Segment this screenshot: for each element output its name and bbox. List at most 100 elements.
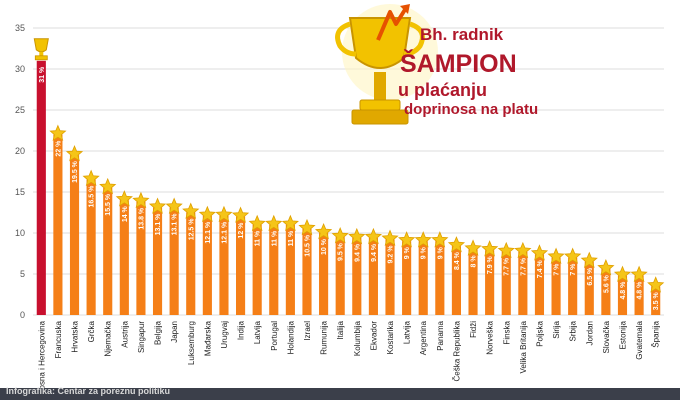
category-label: Slovačka xyxy=(602,320,611,353)
value-label: 12.1 % xyxy=(205,221,212,244)
bar xyxy=(534,254,545,315)
bar xyxy=(402,241,412,315)
star-icon xyxy=(248,214,266,232)
value-label: 31 % xyxy=(39,66,46,83)
bar xyxy=(335,237,345,315)
star-markers xyxy=(33,38,665,293)
y-tick-label: 5 xyxy=(20,269,25,279)
bar xyxy=(584,261,594,315)
value-label: 9 % xyxy=(404,246,411,259)
star-icon xyxy=(630,265,648,282)
value-label: 13.8 % xyxy=(138,207,145,230)
value-label: 16.5 % xyxy=(89,185,96,208)
star-icon xyxy=(514,241,532,259)
bar xyxy=(468,249,478,315)
star-icon xyxy=(49,124,67,141)
value-label: 6.5 % xyxy=(587,267,594,286)
title-line-4: doprinosa na platu xyxy=(404,101,538,118)
bar xyxy=(36,60,46,315)
star-icon xyxy=(447,236,466,253)
bar xyxy=(418,241,428,315)
star-icon xyxy=(298,218,316,236)
star-icon xyxy=(597,259,615,276)
value-label: 19.5 % xyxy=(72,160,79,183)
star-icon xyxy=(364,227,383,245)
value-label: 11 % xyxy=(271,230,278,246)
bar xyxy=(252,224,262,315)
bar xyxy=(568,257,578,315)
category-label: Velika Britanija xyxy=(519,320,528,373)
value-label: 8 % xyxy=(471,255,478,268)
category-label: Francuska xyxy=(54,320,63,358)
y-tick-label: 15 xyxy=(15,187,25,197)
category-label: Italija xyxy=(336,320,345,339)
star-icon xyxy=(82,169,100,187)
category-label: Njemačka xyxy=(104,320,113,356)
star-icon xyxy=(580,251,598,269)
star-icon xyxy=(281,214,299,232)
star-icon xyxy=(198,205,216,223)
star-icon xyxy=(148,197,167,214)
star-icon xyxy=(265,214,283,232)
category-label: Srbija xyxy=(569,320,578,341)
category-label: Sirija xyxy=(552,320,561,338)
footer-text: Infografika: Centar za poreznu politiku xyxy=(6,386,171,396)
value-labels: 31 % 22 % 19.5 % 16.5 % 15.5 % 14 % 13.8 % 13.1… xyxy=(39,66,660,310)
footer-strip xyxy=(0,388,680,400)
star-icon xyxy=(381,229,399,246)
category-label: Poljska xyxy=(535,320,544,346)
bar xyxy=(103,187,113,315)
bar xyxy=(518,251,528,315)
category-label: Japan xyxy=(170,321,179,343)
bar xyxy=(53,134,63,315)
value-label: 3.5 % xyxy=(653,292,660,311)
bar xyxy=(86,179,96,315)
category-label: Izrael xyxy=(303,321,312,341)
category-label: Argentina xyxy=(419,320,428,355)
bar xyxy=(385,239,395,315)
category-label: Belgija xyxy=(154,320,163,345)
y-tick-label: 20 xyxy=(15,146,25,156)
bar xyxy=(617,275,628,315)
bar xyxy=(551,257,561,315)
value-label: 9.4 % xyxy=(354,243,361,262)
category-label: Češka Republika xyxy=(452,320,461,381)
value-label: 10 % xyxy=(321,238,328,255)
category-label: Gvatemala xyxy=(635,320,644,359)
value-label: 9 % xyxy=(437,246,444,259)
bar xyxy=(319,233,329,315)
title-line-3: u plaćanju xyxy=(398,80,487,100)
value-label: 11 % xyxy=(288,230,295,246)
category-label: Urugvaj xyxy=(220,321,229,349)
category-label: Ekvador xyxy=(369,321,378,351)
value-label: 7.7 % xyxy=(504,257,511,276)
value-label: 5.6 % xyxy=(603,274,610,293)
star-icon xyxy=(464,239,482,256)
bar xyxy=(202,215,212,315)
title-line-2: ŠAMPION xyxy=(400,48,517,78)
value-label: 7.9 % xyxy=(487,255,494,274)
bar xyxy=(69,155,80,315)
bar xyxy=(435,241,445,315)
bar xyxy=(136,201,146,315)
bar xyxy=(501,251,511,315)
y-tick-label: 35 xyxy=(15,23,25,33)
category-label: Grčka xyxy=(87,320,96,342)
bar xyxy=(634,275,644,315)
value-label: 11 % xyxy=(255,230,262,246)
category-label: Austrija xyxy=(120,320,129,347)
star-icon xyxy=(215,205,233,223)
category-label: Jordan xyxy=(585,321,594,345)
value-label: 14 % xyxy=(122,205,129,222)
bar xyxy=(219,215,229,315)
bar xyxy=(451,246,462,315)
value-label: 7 % xyxy=(554,263,561,276)
bar xyxy=(368,237,378,315)
star-icon xyxy=(647,276,665,293)
y-tick-label: 0 xyxy=(20,310,25,320)
value-label: 4.8 % xyxy=(637,281,644,300)
value-label: 12.1 % xyxy=(221,221,228,244)
category-label: Španija xyxy=(652,320,661,347)
category-label: Panama xyxy=(436,320,445,350)
